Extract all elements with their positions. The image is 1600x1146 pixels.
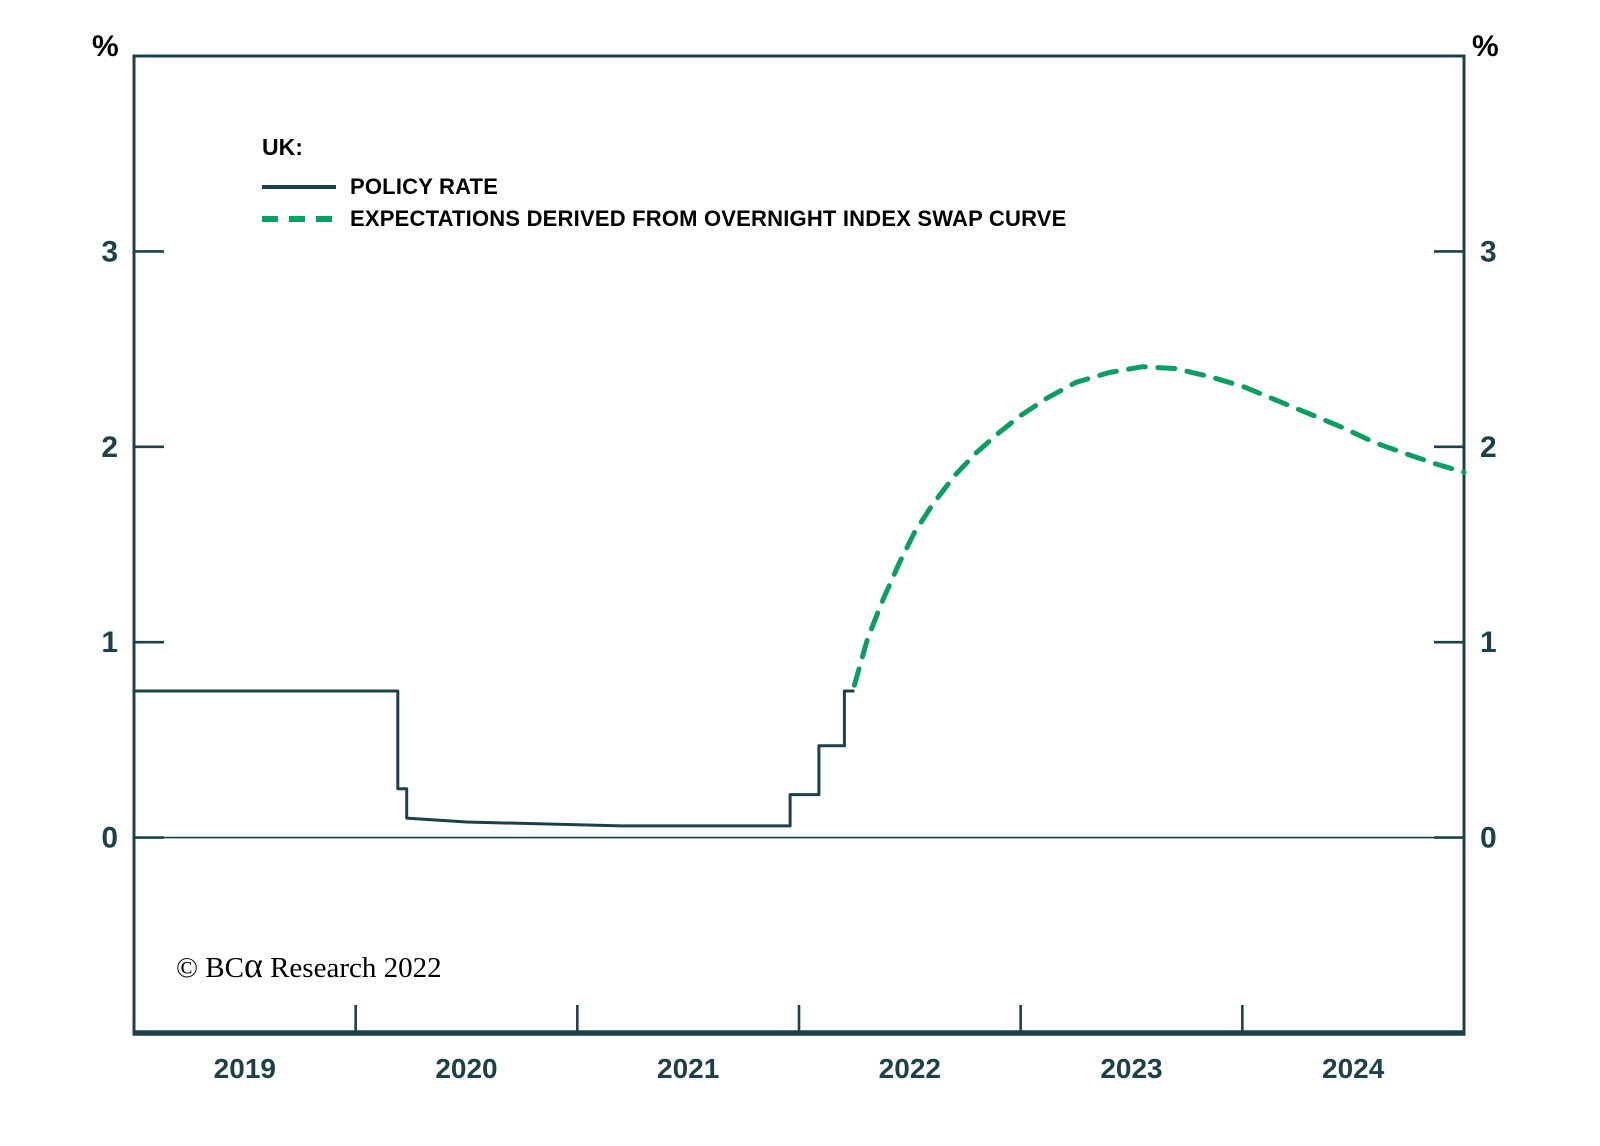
x-axis-year-label: 2019 bbox=[214, 1053, 276, 1084]
copyright-suffix: Research 2022 bbox=[262, 952, 442, 984]
y-axis-tick-label-left: 0 bbox=[101, 822, 118, 855]
legend-title: UK: bbox=[262, 134, 303, 160]
x-axis-year-label: 2020 bbox=[435, 1053, 497, 1084]
y-axis-tick-label-right: 1 bbox=[1480, 626, 1497, 659]
policy-rate-line bbox=[134, 689, 855, 828]
legend-item-policy-rate: POLICY RATE bbox=[262, 171, 1067, 203]
x-axis-year-label: 2021 bbox=[657, 1053, 719, 1084]
y-axis-tick-label-left: 3 bbox=[101, 235, 118, 268]
y-axis-unit-left: % bbox=[92, 30, 119, 63]
expectations-line bbox=[851, 364, 1467, 688]
y-axis-unit-right: % bbox=[1472, 30, 1499, 63]
y-axis-tick-label-left: 2 bbox=[101, 431, 118, 464]
x-axis-year-label: 2023 bbox=[1100, 1053, 1162, 1084]
y-axis-tick-label-left: 1 bbox=[101, 626, 118, 659]
legend-item-expectations: EXPECTATIONS DERIVED FROM OVERNIGHT INDE… bbox=[262, 203, 1067, 235]
x-axis-year-label: 2024 bbox=[1322, 1053, 1385, 1084]
legend-label-policy-rate: POLICY RATE bbox=[350, 174, 499, 199]
x-axis-year-label: 2022 bbox=[879, 1053, 941, 1084]
policy-rate-line-sample bbox=[262, 185, 336, 189]
legend-label-expectations: EXPECTATIONS DERIVED FROM OVERNIGHT INDE… bbox=[350, 206, 1067, 231]
copyright-alpha-glyph: α bbox=[243, 945, 263, 985]
expectations-line-sample bbox=[262, 216, 336, 222]
y-axis-tick-label-right: 0 bbox=[1480, 822, 1497, 855]
copyright-prefix: © BC bbox=[176, 952, 244, 984]
legend: UK: POLICY RATE EXPECTATIONS DERIVED FRO… bbox=[262, 134, 1067, 235]
y-axis-tick-label-right: 3 bbox=[1480, 235, 1497, 268]
y-axis-tick-label-right: 2 bbox=[1480, 431, 1497, 464]
copyright-note: © BCα Research 2022 bbox=[176, 947, 442, 985]
